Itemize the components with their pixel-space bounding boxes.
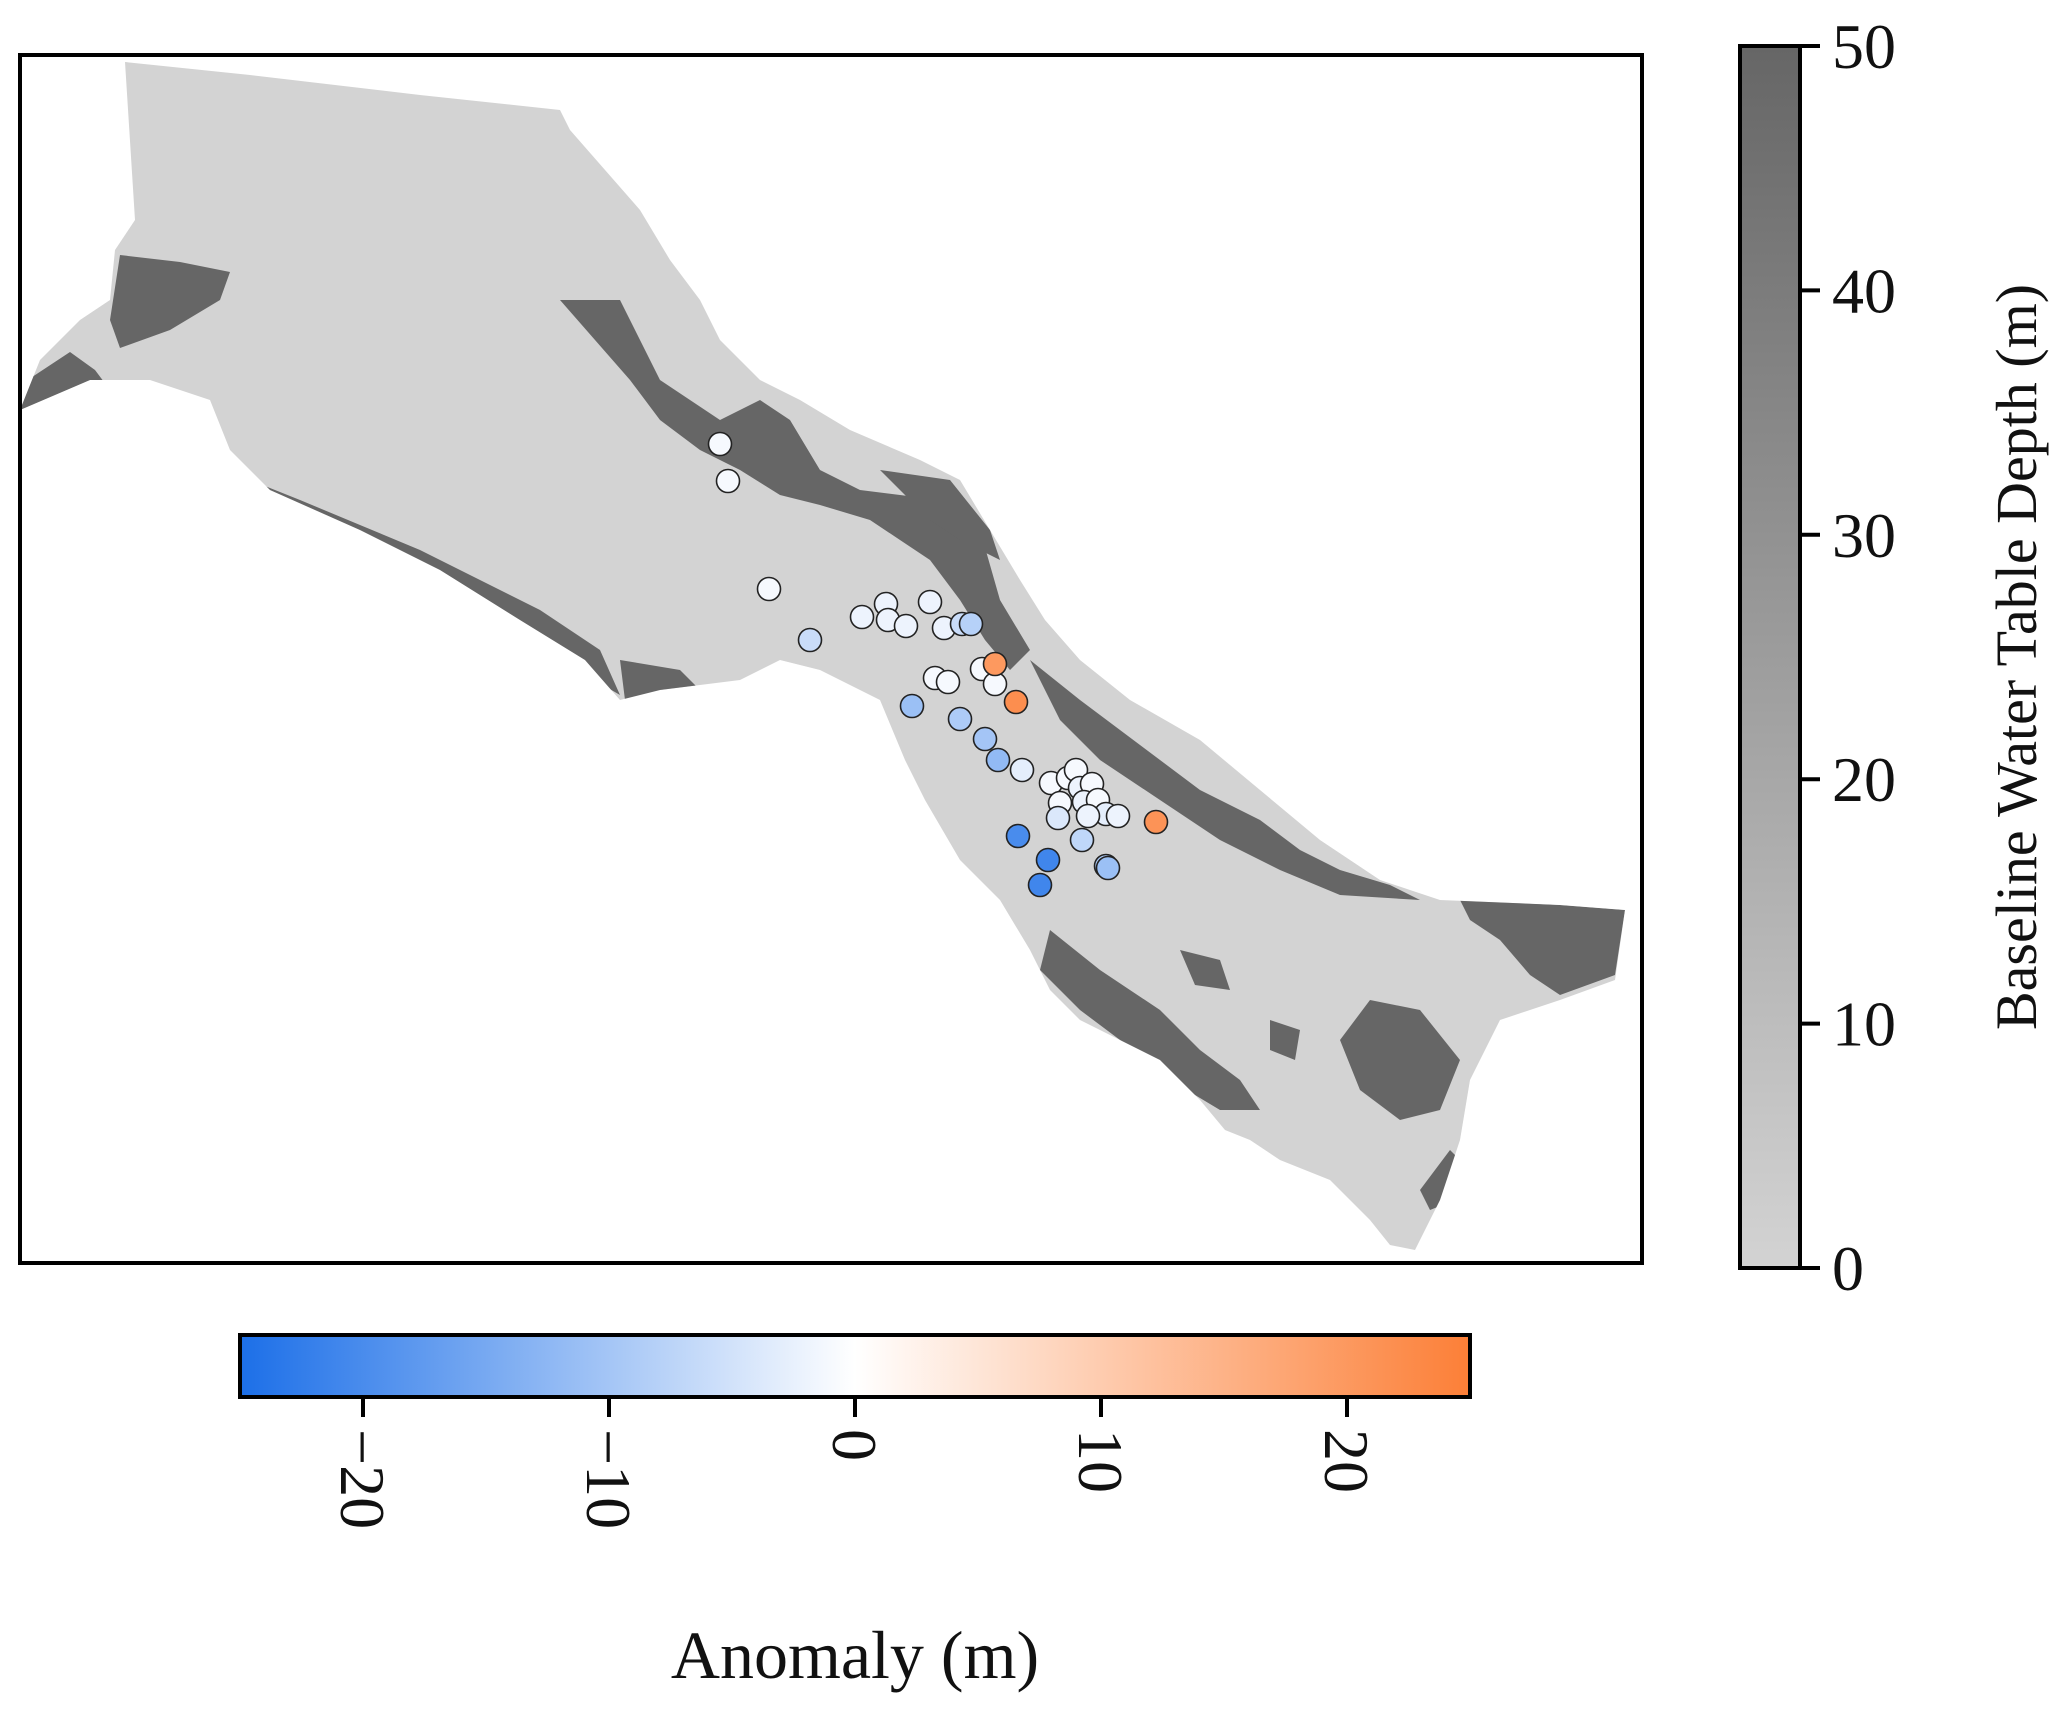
well-point — [893, 613, 919, 639]
well-point — [1045, 805, 1071, 831]
depth-tick-label: 20 — [1832, 744, 1896, 815]
anomaly-colorbar-gradient — [238, 1333, 1472, 1399]
depth-tick-label: 30 — [1832, 500, 1896, 571]
well-point — [985, 747, 1011, 773]
well-point — [947, 706, 973, 732]
anomaly-tick-label: 0 — [819, 1429, 890, 1461]
well-point — [1095, 855, 1121, 881]
well-point — [756, 576, 782, 602]
well-point — [972, 726, 998, 752]
well-point — [1003, 689, 1029, 715]
well-points — [707, 431, 1169, 898]
well-point — [715, 468, 741, 494]
depth-tick-label: 10 — [1832, 989, 1896, 1060]
anomaly-tick-label: 20 — [1311, 1429, 1382, 1493]
depth-colorbar-gradient — [1738, 44, 1802, 1270]
deep-zone — [1340, 1000, 1460, 1120]
deep-zone — [560, 300, 1030, 670]
map-frame — [18, 53, 1644, 1265]
anomaly-colorbar-label: Anomaly (m) — [671, 1617, 1039, 1693]
depth-colorbar-label: Baseline Water Table Depth (m) — [1984, 284, 2049, 1030]
depth-tick-label: 40 — [1832, 255, 1896, 326]
anomaly-colorbar-ticks: −20 −10 0 10 20 — [327, 1397, 1382, 1529]
well-point — [797, 627, 823, 653]
well-point — [1105, 803, 1131, 829]
well-point — [958, 611, 984, 637]
deep-zone — [110, 255, 230, 348]
well-point — [849, 604, 875, 630]
deep-zone — [1460, 900, 1625, 995]
deep-zone — [1040, 930, 1260, 1110]
deep-zone — [880, 470, 1000, 560]
well-point — [982, 651, 1008, 677]
depth-tick-label: 50 — [1832, 11, 1896, 82]
anomaly-colorbar: −20 −10 0 10 20 Anomaly (m) — [238, 1333, 1472, 1693]
depth-colorbar: 0 10 20 30 40 50 Baseline Water Table Depth (… — [1738, 11, 2049, 1304]
well-point — [917, 589, 943, 615]
deep-zone — [20, 352, 110, 410]
well-point — [1075, 803, 1101, 829]
basin-map — [20, 62, 1625, 1250]
well-point — [1035, 847, 1061, 873]
anomaly-tick-label: −20 — [327, 1429, 398, 1529]
well-point — [935, 669, 961, 695]
well-point — [1069, 827, 1095, 853]
basin-shallow-area — [20, 62, 1625, 1250]
deep-zone — [1180, 950, 1230, 990]
well-point — [1143, 809, 1169, 835]
well-point — [1005, 823, 1031, 849]
anomaly-tick-label: 10 — [1065, 1429, 1136, 1493]
well-point — [1009, 757, 1035, 783]
well-point — [1027, 872, 1053, 898]
deep-zone — [1270, 1020, 1300, 1060]
anomaly-tick-label: −10 — [573, 1429, 644, 1529]
well-point — [707, 431, 733, 457]
depth-tick-label: 0 — [1832, 1233, 1864, 1304]
well-point — [899, 693, 925, 719]
depth-colorbar-ticks: 0 10 20 30 40 50 — [1800, 11, 1896, 1304]
map-panel — [18, 53, 1644, 1265]
